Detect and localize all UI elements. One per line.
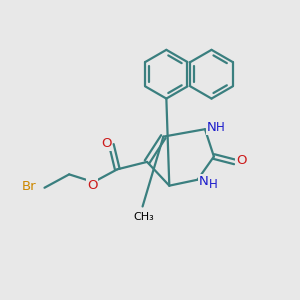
Text: O: O <box>87 178 97 192</box>
Text: Br: Br <box>22 180 36 193</box>
Text: N: N <box>199 175 209 188</box>
Text: O: O <box>236 154 247 167</box>
Text: H: H <box>216 121 225 134</box>
Text: N: N <box>207 121 216 134</box>
Text: H: H <box>209 178 218 191</box>
Text: CH₃: CH₃ <box>134 212 154 222</box>
Text: O: O <box>101 137 111 150</box>
